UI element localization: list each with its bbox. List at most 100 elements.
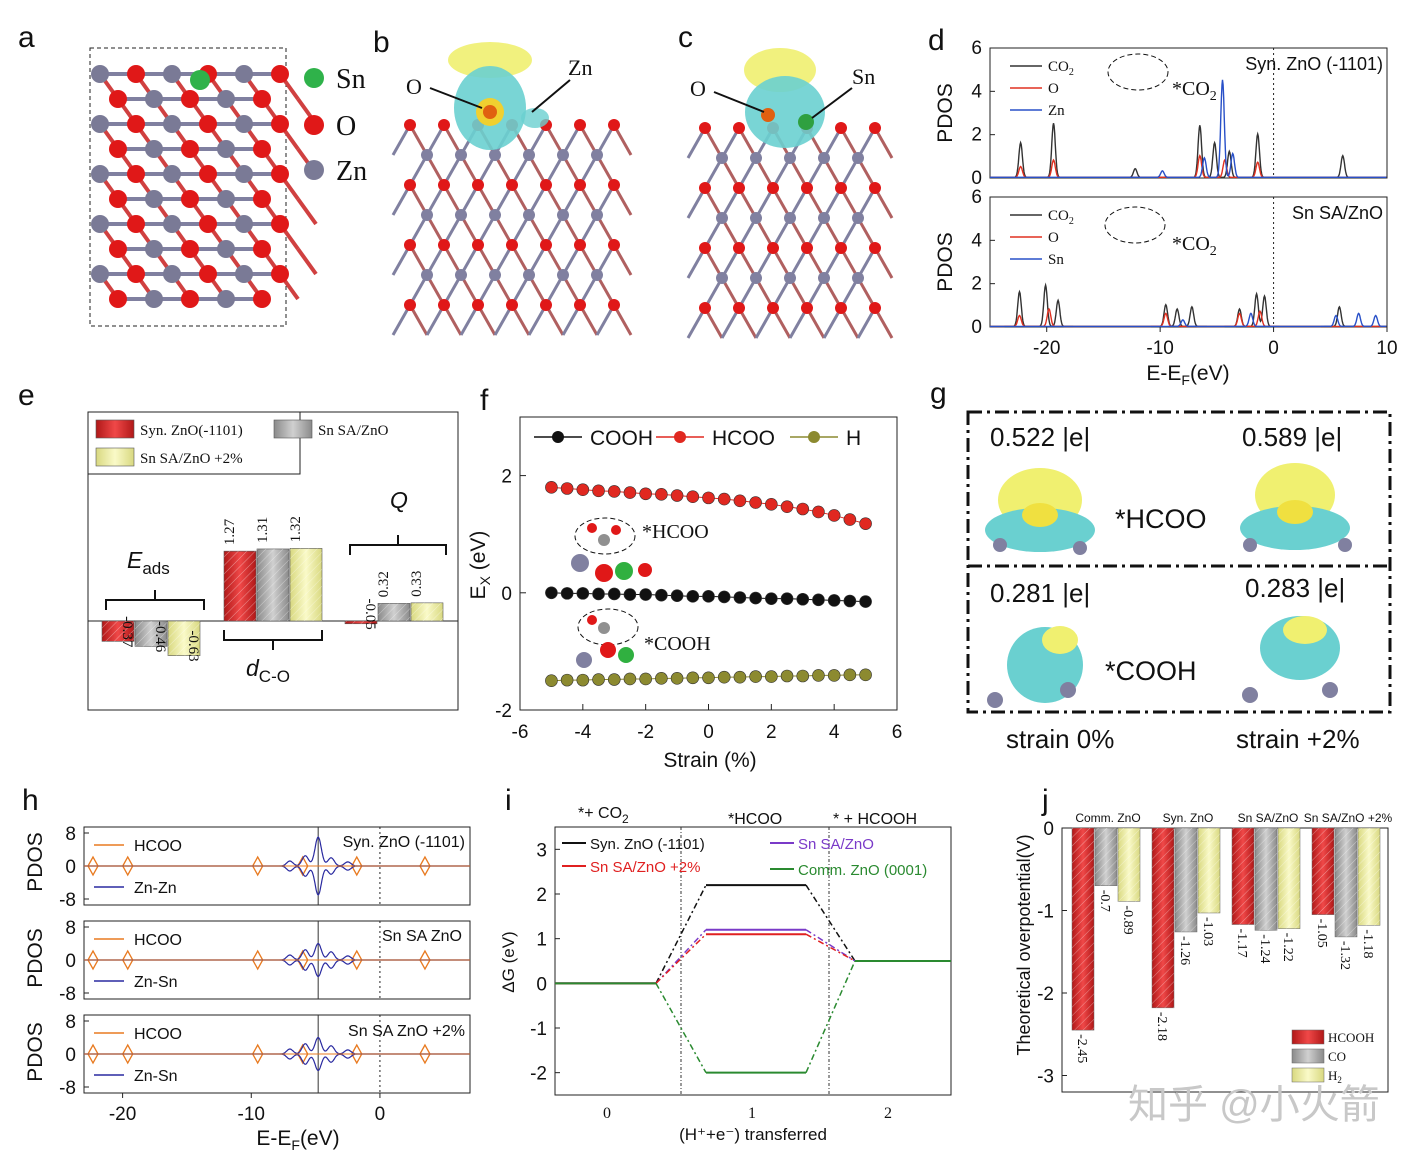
e-bar-hatch bbox=[168, 621, 200, 656]
f-xtick-label: -6 bbox=[512, 722, 529, 743]
f-point-h bbox=[796, 669, 810, 683]
h-xtick-label: -10 bbox=[238, 1104, 265, 1125]
f-point-cooh bbox=[749, 591, 762, 605]
panel-f-xlabel: Strain (%) bbox=[663, 749, 756, 772]
legend-o-label: O bbox=[336, 111, 356, 142]
o-atom bbox=[767, 302, 779, 314]
o-atom bbox=[540, 239, 552, 251]
panel-f-line-chart: -6 -4 -2 0 2 4 6 -2 0 2 COOH HCOO H EX (eV) Strain … bbox=[467, 416, 902, 772]
j-legend-swatch bbox=[1291, 1048, 1325, 1064]
f-point-h bbox=[623, 672, 637, 686]
f-point-cooh bbox=[623, 588, 637, 601]
f-point-h bbox=[607, 673, 621, 686]
o-atom bbox=[767, 182, 779, 194]
panel-e-dco-bracket bbox=[223, 630, 323, 650]
d-ytick-label: 0 bbox=[971, 317, 982, 338]
panel-j-frame bbox=[1061, 827, 1389, 1093]
j-legend-label: HCOOH bbox=[1328, 1030, 1374, 1045]
panel-j-bar-chart: 0 -1 -2 -3 Comm. ZnO Syn. ZnO Sn SA/ZnO Sn SA/Z… bbox=[1014, 811, 1393, 1093]
panel-h-ylabel-1: PDOS bbox=[24, 832, 47, 892]
zn-atom bbox=[91, 215, 109, 233]
panel-d-top-ylabel: PDOS bbox=[934, 83, 957, 143]
f-point-cooh bbox=[843, 594, 857, 608]
e-bar-hatch bbox=[411, 602, 443, 621]
o-atom bbox=[271, 215, 289, 233]
j-bar-hatch bbox=[1095, 828, 1117, 886]
panel-a-unit-cell bbox=[89, 47, 287, 327]
d-series-co2 bbox=[990, 123, 1387, 178]
zn-atom bbox=[489, 149, 501, 161]
o-atom bbox=[438, 239, 450, 251]
zn-atom bbox=[217, 240, 235, 258]
panel-e-eads-label: Eads bbox=[127, 547, 170, 578]
panel-b-o-arrow bbox=[429, 87, 483, 109]
zn-atom bbox=[852, 272, 864, 284]
h-legend-hcoo: HCOO bbox=[134, 1026, 182, 1043]
panel-g-strain-2: strain +2% bbox=[1236, 724, 1360, 754]
f-legend-marker bbox=[552, 431, 564, 443]
h-ytick-label: 0 bbox=[65, 951, 76, 972]
f-xtick-label: -2 bbox=[637, 722, 654, 743]
d-xtick-label: 0 bbox=[1268, 338, 1279, 359]
j-bar-hatch bbox=[1255, 828, 1277, 931]
panel-c-sn-label: Sn bbox=[852, 64, 875, 89]
panel-d-bottom-inset-circle bbox=[1104, 206, 1166, 244]
h-xtick-label: -20 bbox=[109, 1104, 136, 1125]
zn-atom bbox=[489, 209, 501, 221]
f-point-hcoo bbox=[765, 498, 778, 511]
d-series-co2 bbox=[990, 282, 1387, 328]
o-atom bbox=[181, 190, 199, 208]
o-atom bbox=[869, 122, 881, 134]
j-value-label: -0.89 bbox=[1120, 905, 1135, 934]
f-point-cooh bbox=[655, 588, 668, 602]
f-point-h bbox=[733, 670, 747, 684]
e-value-label: 1.31 bbox=[255, 517, 271, 543]
panel-g-strain-0: strain 0% bbox=[1006, 724, 1114, 754]
o-atom bbox=[199, 165, 217, 183]
d-legend-label: O bbox=[1048, 81, 1059, 97]
f-point-cooh bbox=[545, 586, 558, 600]
j-value-label: -1.26 bbox=[1177, 936, 1192, 965]
f-point-hcoo bbox=[655, 488, 668, 501]
o-atom bbox=[404, 299, 416, 311]
f-xtick-label: -4 bbox=[574, 722, 591, 743]
d-ytick-label: 6 bbox=[971, 187, 982, 208]
f-legend-marker bbox=[808, 431, 820, 443]
j-value-label: -1.32 bbox=[1337, 941, 1352, 970]
zn-atom bbox=[716, 212, 728, 224]
e-bar-hatch bbox=[102, 621, 134, 642]
f-point-cooh bbox=[592, 587, 605, 601]
zn-atom bbox=[784, 212, 796, 224]
o-atom bbox=[199, 115, 217, 133]
zn-atom bbox=[455, 209, 467, 221]
j-legend-swatch bbox=[1291, 1029, 1325, 1045]
panel-c-o-label: O bbox=[690, 76, 706, 101]
i-xtick-label: 0 bbox=[603, 1105, 611, 1122]
i-ytick-label: 2 bbox=[536, 885, 547, 906]
j-category-label: Syn. ZnO bbox=[1163, 811, 1214, 825]
f-point-hcoo bbox=[843, 513, 857, 526]
panel-g-species-cooh: *COOH bbox=[1105, 656, 1197, 686]
panel-d-bottom-title: Sn SA/ZnO bbox=[1292, 203, 1383, 223]
o-atom bbox=[199, 215, 217, 233]
i-legend-label: Syn. ZnO (-1101) bbox=[590, 836, 705, 853]
f-point-h bbox=[812, 669, 825, 682]
j-bar-hatch bbox=[1152, 828, 1174, 1008]
o-atom bbox=[835, 182, 847, 194]
e-value-label: -0.63 bbox=[185, 630, 201, 661]
zn-atom bbox=[235, 65, 253, 83]
zn-atom bbox=[750, 152, 762, 164]
panel-label-a: a bbox=[18, 21, 35, 54]
j-value-label: -1.22 bbox=[1280, 933, 1295, 962]
o-atom bbox=[404, 119, 416, 131]
f-legend-marker bbox=[674, 431, 686, 443]
f-point-cooh bbox=[670, 589, 684, 603]
f-xtick-label: 2 bbox=[766, 722, 777, 743]
f-point-cooh bbox=[859, 595, 872, 608]
f-point-h bbox=[780, 669, 794, 683]
legend-o-dot bbox=[304, 115, 324, 135]
sub: 2 bbox=[1069, 216, 1074, 227]
d-series-zn bbox=[990, 79, 1387, 178]
e-legend-swatch bbox=[95, 447, 135, 467]
f-point-h bbox=[560, 673, 574, 687]
